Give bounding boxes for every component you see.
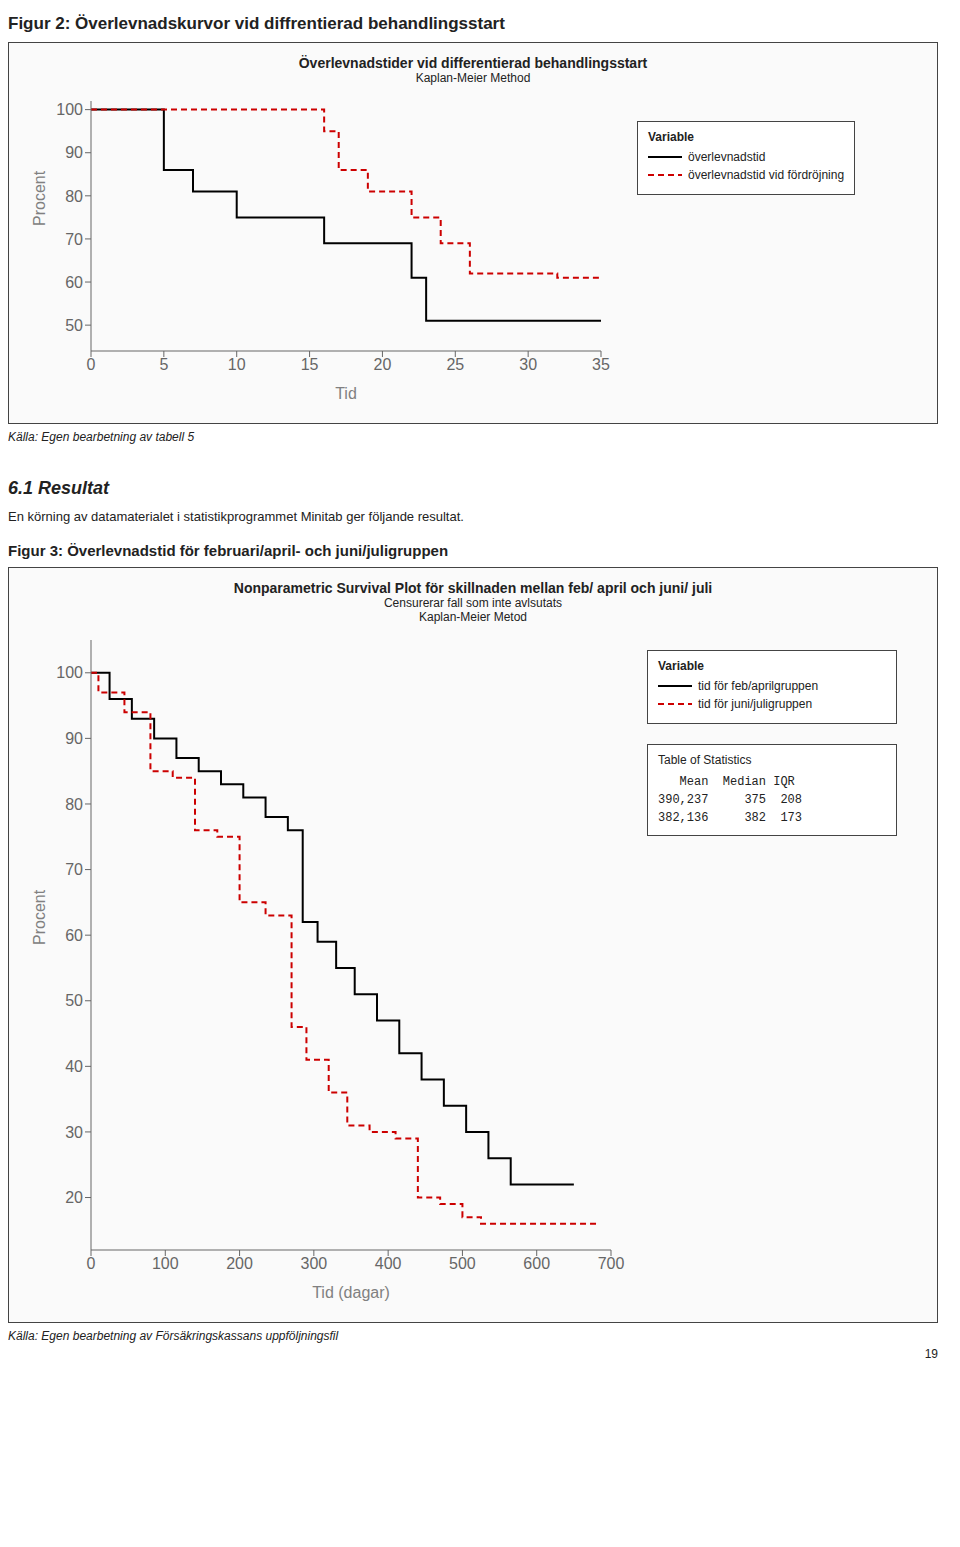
svg-text:30: 30 [519,356,537,373]
svg-text:Procent: Procent [31,889,48,945]
html-text:överlevnadstid vid fördröjning: överlevnadstid vid fördröjning [688,168,845,182]
html-text:Överlevnadstider vid different: Överlevnadstider vid differentierad beha… [298,55,648,71]
html-text:Figur 3: Överlevnadstid för fe: Figur 3: Överlevnadstid för februari/apr… [8,542,448,559]
html-text:Censurerar fall som inte avlsu: Censurerar fall som inte avlsutats [384,596,562,610]
svg-text:100: 100 [56,664,83,681]
html-text:382,136 382 173: 382,136 382 173 [658,811,802,825]
svg-text:500: 500 [449,1255,476,1272]
svg-text:80: 80 [65,188,83,205]
svg-text:60: 60 [65,927,83,944]
svg-text:400: 400 [375,1255,402,1272]
svg-text:15: 15 [301,356,319,373]
html-text:6.1 Resultat: 6.1 Resultat [8,478,109,498]
html-text:Mean Median IQR: Mean Median IQR [658,775,795,789]
svg-text:300: 300 [301,1255,328,1272]
svg-text:Tid (dagar): Tid (dagar) [312,1284,390,1301]
svg-text:50: 50 [65,317,83,334]
svg-text:20: 20 [65,1189,83,1206]
html-text:Variable: Variable [658,659,704,673]
svg-text:80: 80 [65,796,83,813]
svg-text:25: 25 [446,356,464,373]
svg-text:30: 30 [65,1124,83,1141]
svg-text:50: 50 [65,992,83,1009]
svg-text:35: 35 [592,356,610,373]
html-text:Table of Statistics: Table of Statistics [658,753,752,767]
svg-text:70: 70 [65,861,83,878]
svg-text:600: 600 [523,1255,550,1272]
html-text:Figur 2: Överlevnadskurvor vid: Figur 2: Överlevnadskurvor vid diffrenti… [8,14,505,33]
svg-text:200: 200 [226,1255,253,1272]
html-text:19: 19 [924,1347,938,1361]
html-text:Källa: Egen bearbetning av tab: Källa: Egen bearbetning av tabell 5 [8,430,195,444]
svg-text:700: 700 [598,1255,625,1272]
html-text:Kaplan-Meier Method: Kaplan-Meier Method [415,71,531,85]
svg-text:100: 100 [56,101,83,118]
svg-text:10: 10 [228,356,246,373]
html-text:En körning av datamaterialet i: En körning av datamaterialet i statistik… [8,509,464,524]
svg-text:90: 90 [65,730,83,747]
svg-text:70: 70 [65,231,83,248]
html-text:tid för juni/juligruppen: tid för juni/juligruppen [698,697,813,711]
svg-text:0: 0 [87,1255,96,1272]
svg-text:0: 0 [87,356,96,373]
html-text:Variable: Variable [648,130,694,144]
svg-text:40: 40 [65,1058,83,1075]
html-text:tid för feb/aprilgruppen: tid för feb/aprilgruppen [698,679,819,693]
svg-text:90: 90 [65,144,83,161]
html-text:Källa: Egen bearbetning av För: Källa: Egen bearbetning av Försäkringska… [8,1329,339,1343]
svg-text:100: 100 [152,1255,179,1272]
svg-text:Procent: Procent [31,170,48,226]
html-text:Kaplan-Meier Metod: Kaplan-Meier Metod [419,610,527,624]
html-text:Nonparametric Survival Plot fö: Nonparametric Survival Plot för skillnad… [233,580,713,596]
html-text:390,237 375 208: 390,237 375 208 [658,793,802,807]
svg-text:20: 20 [374,356,392,373]
svg-text:5: 5 [159,356,168,373]
svg-text:60: 60 [65,274,83,291]
svg-text:Tid: Tid [335,385,357,402]
html-text:överlevnadstid: överlevnadstid [688,150,766,164]
